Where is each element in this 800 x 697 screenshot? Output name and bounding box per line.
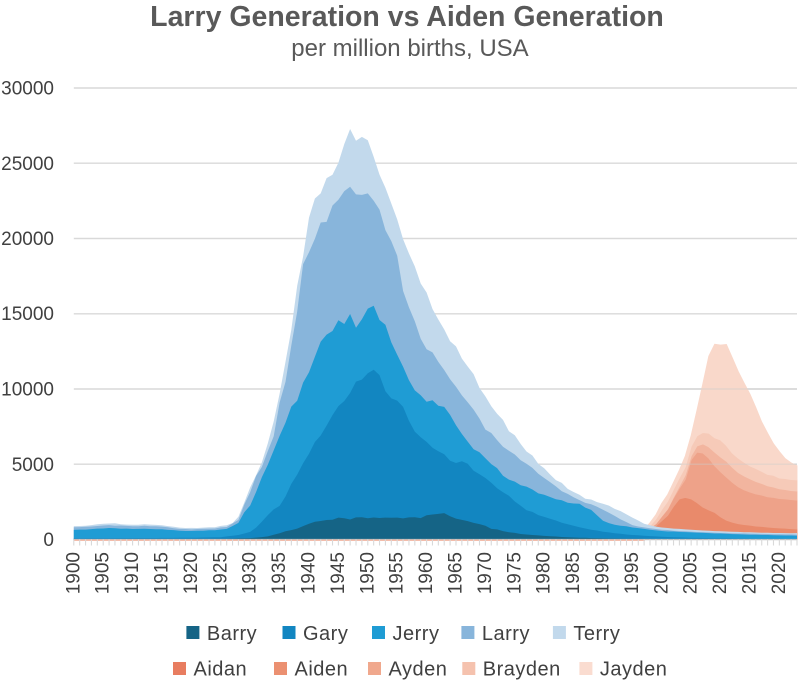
svg-text:1965: 1965 [446,552,467,594]
svg-text:2020: 2020 [769,552,790,594]
svg-text:Larry Generation vs Aiden Gene: Larry Generation vs Aiden Generation [150,1,664,33]
svg-text:1990: 1990 [593,552,614,594]
svg-text:1930: 1930 [240,552,261,594]
svg-text:Jayden: Jayden [600,659,668,681]
svg-text:2010: 2010 [710,552,731,594]
svg-text:1945: 1945 [328,552,349,594]
svg-text:10000: 10000 [1,380,54,401]
svg-text:1955: 1955 [387,552,408,594]
svg-text:1935: 1935 [269,552,290,594]
svg-text:per million births, USA: per million births, USA [291,35,528,62]
svg-text:2005: 2005 [681,552,702,594]
svg-text:1925: 1925 [210,552,231,594]
svg-text:5000: 5000 [12,455,54,476]
svg-text:1950: 1950 [357,552,378,594]
svg-text:1995: 1995 [622,552,643,594]
svg-text:1985: 1985 [563,552,584,594]
svg-text:1980: 1980 [534,552,555,594]
svg-text:1900: 1900 [63,552,84,594]
svg-text:1910: 1910 [122,552,143,594]
svg-text:Aiden: Aiden [295,659,349,681]
svg-text:Brayden: Brayden [483,659,561,681]
svg-text:Terry: Terry [573,623,620,645]
svg-text:1960: 1960 [416,552,437,594]
svg-text:2015: 2015 [740,552,761,594]
svg-text:Gary: Gary [303,623,348,645]
svg-text:2000: 2000 [651,552,672,594]
svg-text:1940: 1940 [299,552,320,594]
svg-text:20000: 20000 [1,229,54,250]
svg-text:Larry: Larry [482,623,530,645]
svg-text:1975: 1975 [504,552,525,594]
svg-text:1905: 1905 [93,552,114,594]
svg-text:15000: 15000 [1,304,54,325]
svg-text:Barry: Barry [207,623,257,645]
svg-text:1915: 1915 [152,552,173,594]
svg-text:Aidan: Aidan [194,659,248,681]
svg-text:30000: 30000 [1,79,54,100]
svg-text:1970: 1970 [475,552,496,594]
svg-text:Ayden: Ayden [389,659,448,681]
svg-text:0: 0 [43,530,54,551]
svg-text:1920: 1920 [181,552,202,594]
svg-text:25000: 25000 [1,154,54,175]
svg-text:Jerry: Jerry [393,623,440,645]
